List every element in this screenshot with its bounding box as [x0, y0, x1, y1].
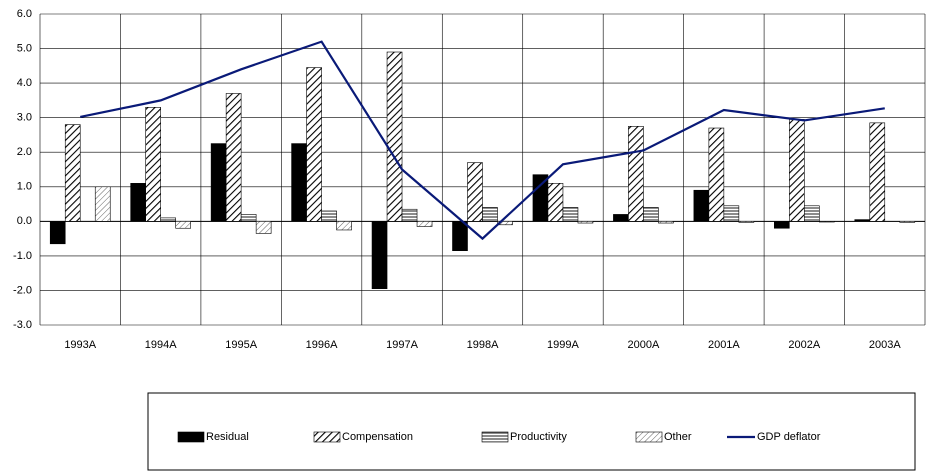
y-tick-label: 5.0: [17, 42, 32, 54]
y-tick-label: -3.0: [13, 319, 32, 331]
x-tick-label: 1994A: [145, 339, 177, 351]
bar: [452, 221, 468, 252]
x-tick-label: 2003A: [869, 339, 901, 351]
y-tick-label: 1.0: [17, 181, 32, 193]
bar: [306, 67, 322, 222]
legend-label: Compensation: [342, 431, 413, 443]
bar: [497, 221, 513, 226]
bar: [210, 143, 227, 222]
bar: [899, 221, 916, 223]
bar: [693, 189, 710, 222]
legend-label: GDP deflator: [757, 431, 821, 443]
bar: [482, 207, 498, 222]
x-tick-label: 1997A: [386, 339, 418, 351]
y-tick-label: -1.0: [13, 250, 32, 262]
bar: [547, 183, 564, 222]
bar: [386, 51, 403, 222]
bar: [49, 221, 66, 245]
bar: [401, 208, 418, 222]
bar: [255, 221, 272, 234]
x-tick-label: 1993A: [64, 339, 96, 351]
bar: [467, 162, 483, 222]
x-tick-label: 1999A: [547, 339, 579, 351]
bar: [416, 221, 433, 227]
legend-swatch: [635, 431, 663, 443]
bar: [240, 214, 257, 222]
legend-swatch: [177, 431, 205, 443]
legend-label: Other: [664, 431, 692, 443]
y-tick-label: 6.0: [17, 8, 32, 20]
bar: [562, 207, 579, 222]
legend-label: Residual: [206, 431, 249, 443]
bar: [130, 183, 146, 222]
bar: [321, 210, 337, 222]
line: [80, 40, 885, 241]
x-tick-label: 2000A: [628, 339, 660, 351]
bar: [819, 221, 835, 223]
bar: [789, 119, 805, 222]
legend-label: Productivity: [510, 431, 567, 443]
bar: [371, 221, 388, 290]
bar: [708, 127, 725, 222]
y-tick-label: -2.0: [13, 284, 32, 296]
bar: [658, 221, 674, 224]
x-tick-label: 1998A: [467, 339, 499, 351]
legend-box: [147, 392, 916, 471]
bar: [854, 219, 871, 222]
bar: [94, 186, 111, 222]
bar: [738, 221, 755, 223]
y-tick-label: 4.0: [17, 77, 32, 89]
bar: [336, 221, 352, 231]
bar: [723, 205, 740, 222]
bar: [628, 126, 644, 222]
y-tick-label: 2.0: [17, 146, 32, 158]
bar: [225, 93, 242, 222]
bar: [577, 221, 594, 224]
y-tick-label: 0.0: [17, 215, 32, 227]
bar: [643, 207, 659, 222]
bar: [175, 221, 191, 229]
bar: [291, 143, 307, 222]
x-tick-label: 1996A: [306, 339, 338, 351]
legend-swatch: [481, 431, 509, 443]
y-tick-label: 3.0: [17, 112, 32, 124]
bar: [804, 205, 820, 222]
bar: [613, 214, 629, 222]
bar: [64, 124, 81, 222]
bar: [869, 122, 886, 222]
legend-swatch: [313, 431, 341, 443]
x-tick-label: 2001A: [708, 339, 740, 351]
x-tick-label: 1995A: [225, 339, 257, 351]
x-tick-label: 2002A: [788, 339, 820, 351]
bar: [145, 107, 161, 222]
bar: [774, 221, 790, 229]
bar: [160, 217, 176, 222]
